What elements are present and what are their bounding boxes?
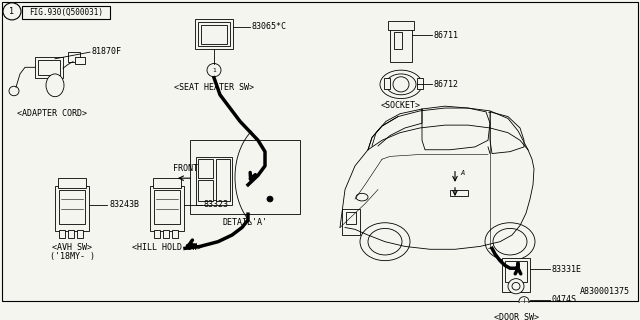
Text: <HILL HOLD SW>: <HILL HOLD SW> [132,243,202,252]
Bar [201,25,227,44]
Circle shape [393,77,409,92]
Text: 1: 1 [212,68,216,73]
Text: 83065*C: 83065*C [252,22,287,31]
Bar [342,209,360,235]
Bar [154,230,160,238]
Ellipse shape [386,74,416,95]
Bar [417,78,423,89]
Bar [505,261,527,282]
Text: ('18MY- ): ('18MY- ) [49,252,95,261]
Text: 83331E: 83331E [552,265,582,274]
Bar [196,157,232,205]
Bar [195,19,233,49]
Bar [58,178,86,188]
Bar [390,28,412,62]
Bar [75,57,85,64]
Text: 83243B: 83243B [109,200,139,209]
Bar [22,6,110,19]
Text: 86711: 86711 [434,31,459,40]
Bar [77,230,83,238]
Ellipse shape [380,70,422,99]
Circle shape [207,63,221,77]
Ellipse shape [46,74,64,97]
Text: <ADAPTER CORD>: <ADAPTER CORD> [17,109,87,118]
Text: A830001375: A830001375 [580,287,630,296]
Text: FRONT: FRONT [173,164,198,172]
Circle shape [9,86,19,96]
Bar [190,140,300,214]
Bar [59,230,65,238]
Text: <SEAT HEATER SW>: <SEAT HEATER SW> [174,84,254,92]
Bar [153,178,181,188]
Text: <DOOR SW>: <DOOR SW> [493,313,538,320]
Bar [394,32,402,49]
Bar [35,57,63,78]
Bar [384,78,390,89]
Text: <SOCKET>: <SOCKET> [381,101,421,110]
Bar [38,60,60,75]
Bar [450,189,468,196]
Bar [163,230,169,238]
Text: 83323: 83323 [204,200,229,209]
Bar [502,258,530,292]
Text: <AVH SW>: <AVH SW> [52,243,92,252]
Bar [346,212,356,224]
Circle shape [508,279,524,294]
Circle shape [267,196,273,202]
Bar [172,230,178,238]
Bar [59,189,85,224]
Text: DETAIL'A': DETAIL'A' [223,218,268,227]
Bar [216,159,230,201]
Text: FIG.930(Q500031): FIG.930(Q500031) [29,8,103,17]
Text: 0474S: 0474S [552,295,577,304]
Bar [198,22,230,46]
Ellipse shape [356,193,368,201]
Text: 86712: 86712 [434,80,459,89]
Circle shape [512,283,520,290]
Circle shape [519,297,529,306]
Bar [198,180,213,201]
Bar [68,52,80,62]
Bar [154,189,180,224]
Circle shape [3,3,21,20]
Bar [388,21,414,30]
Text: A: A [460,171,464,176]
Bar [150,186,184,231]
Text: 81870F: 81870F [92,47,122,56]
Bar [55,186,89,231]
Bar [68,230,74,238]
Text: 1: 1 [10,7,15,16]
Bar [198,159,213,178]
